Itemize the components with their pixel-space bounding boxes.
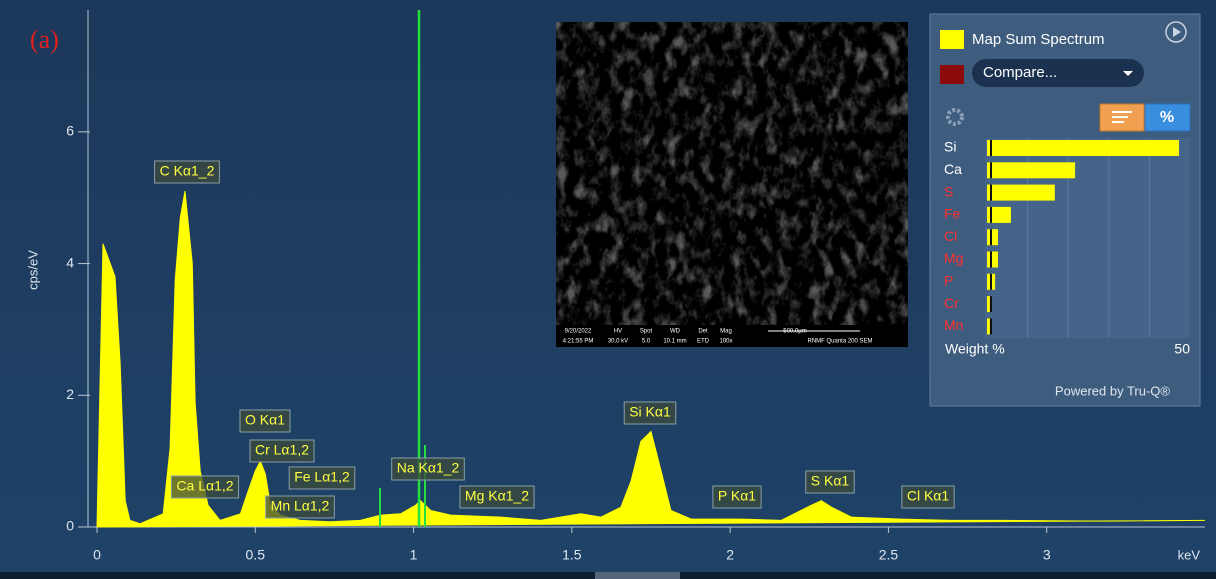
peak-label: Fe Lα1,2: [294, 469, 350, 485]
bar: [987, 140, 1180, 156]
settings-icon[interactable]: [946, 108, 964, 126]
sem-info-text: Det: [698, 329, 708, 335]
dropdown-arrow: [1123, 71, 1133, 76]
sem-info-text: Spot: [640, 329, 653, 335]
x-tick-label: 3: [1043, 547, 1051, 563]
sem-info-text: WD: [670, 329, 681, 335]
compare-swatch: [940, 65, 964, 84]
powered-by: Powered by Tru-Q®: [1055, 383, 1170, 398]
compare-dropdown[interactable]: [972, 59, 1144, 87]
element-label: Cl: [944, 228, 957, 244]
dropdown-text: Compare...: [983, 64, 1057, 81]
x-axis-label: Weight %: [945, 341, 1005, 357]
peak-label-box: [459, 485, 535, 509]
element-label: Cr: [944, 295, 959, 311]
peak-label: Mn Lα1,2: [271, 498, 330, 514]
play-button[interactable]: [1165, 21, 1187, 43]
element-label: S: [944, 183, 953, 199]
peak-label-box: [170, 475, 240, 499]
peak-label-box: [239, 409, 291, 433]
percent-button-label: %: [1160, 109, 1174, 126]
panel-label: (a): [30, 25, 59, 54]
x-tick-label: 0.5: [246, 547, 266, 563]
scroll-thumb[interactable]: [595, 572, 680, 579]
peak-label: O Kα1: [245, 412, 285, 428]
legend-swatch: [940, 30, 964, 49]
y-tick-label: 0: [66, 518, 74, 534]
peak-label: Si Kα1: [629, 404, 671, 420]
element-label: Ca: [944, 161, 962, 177]
y-tick-label: 2: [66, 386, 74, 402]
element-label: Mg: [944, 250, 963, 266]
percent-button[interactable]: [1144, 103, 1191, 132]
y-tick-label: 4: [66, 254, 74, 270]
peak-label-box: [805, 470, 855, 494]
peak-label-box: [391, 457, 465, 481]
sem-info-text: 30.0 kV: [608, 339, 628, 345]
element-label: P: [944, 273, 953, 289]
x-tick-label: 0: [93, 547, 101, 563]
legend-label: Map Sum Spectrum: [972, 31, 1105, 48]
peak-label-box: [901, 485, 955, 509]
peak-label: S Kα1: [811, 473, 850, 489]
peak-label-box: [623, 401, 677, 425]
x-axis-label: keV: [1178, 547, 1201, 562]
peak-label: Mg Kα1_2: [465, 488, 529, 504]
peak-label: Ca Lα1,2: [176, 478, 233, 494]
sem-info-text: ETD: [697, 339, 710, 345]
element-label: Mn: [944, 317, 963, 333]
sem-info-text: 5.0: [642, 339, 651, 345]
peak-label: C Kα1_2: [160, 163, 215, 179]
peak-label: P Kα1: [718, 488, 756, 504]
peak-label-box: [154, 160, 220, 184]
peak-label-box: [265, 495, 335, 519]
y-tick-label: 6: [66, 123, 74, 139]
bar: [987, 251, 998, 268]
peak-label-box: [288, 466, 356, 490]
results-panel: Map Sum Spectrum Compare... % 50 Si Ca S Fe C…: [929, 13, 1201, 407]
play-icon: [1173, 27, 1181, 37]
sem-info-text: 9/20/2022: [565, 329, 592, 335]
sem-info-text: 10.1 mm: [663, 339, 686, 345]
sem-texture: [556, 22, 908, 325]
sem-info-text: HV: [614, 329, 622, 335]
bar: [987, 162, 1076, 179]
bar: [987, 229, 998, 246]
element-label: Fe: [944, 206, 961, 222]
sem-info-text: Mag: [720, 329, 732, 335]
sem-info-text: 4:21:55 PM: [563, 339, 594, 345]
x-tick-label: 50: [1174, 341, 1190, 357]
peak-label-box: [712, 485, 762, 509]
bar: [987, 184, 1055, 201]
bar: [987, 206, 1011, 223]
element-label: Si: [944, 139, 956, 155]
peak-label-box: [249, 439, 315, 463]
peak-label: Cl Kα1: [907, 488, 950, 504]
y-axis-label: cps/eV: [25, 250, 40, 290]
sem-info-text: 500.0µm: [783, 329, 806, 335]
x-tick-label: 2.5: [879, 547, 899, 563]
sort-icon: [1112, 111, 1132, 123]
x-tick-label: 2: [726, 547, 734, 563]
spectrum-area: [96, 191, 1206, 528]
sem-info-text: 100x: [719, 339, 732, 345]
sem-info-text: RNMF Quanta 200 SEM: [807, 339, 872, 345]
spectrum: 0 2 4 6 0 0.5 1 1.5 2 2.5 3: [66, 123, 1206, 563]
bar: [987, 318, 990, 335]
peak-labels: C Kα1_2 Ca Lα1,2 O Kα1 Cr Lα1,2 Fe Lα1,2 Mn L…: [154, 160, 955, 519]
bar: [987, 296, 990, 313]
peak-label: Cr Lα1,2: [255, 442, 309, 458]
x-tick-label: 1.5: [562, 547, 582, 563]
x-tick-label: 1: [410, 547, 418, 563]
sem-image: 9/20/2022 4:21:55 PM HV 30.0 kV Spot 5.0 WD 10.…: [556, 22, 908, 347]
peak-label: Na Kα1_2: [397, 460, 460, 476]
